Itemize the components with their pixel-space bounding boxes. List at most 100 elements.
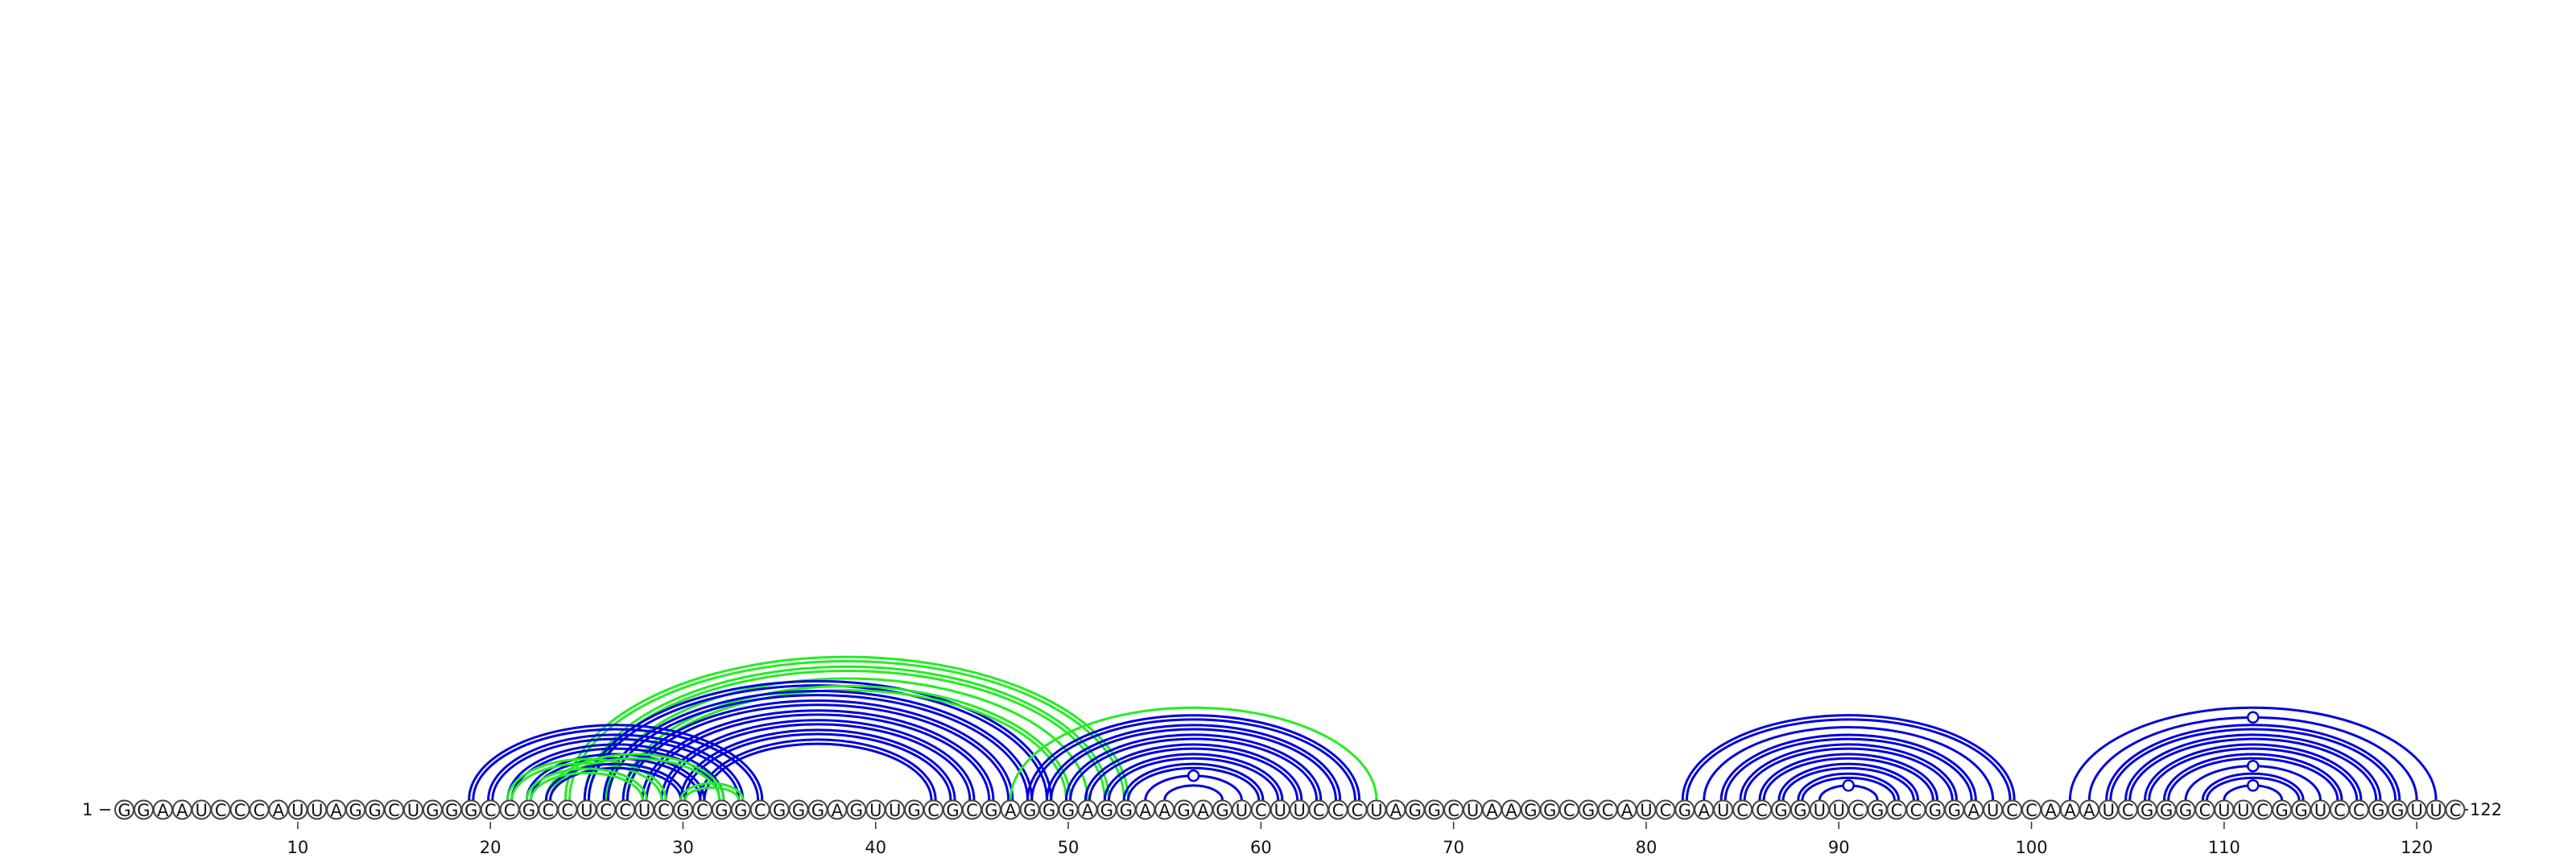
nucleotide-letter: G	[1678, 801, 1691, 820]
arc-blue-49-64-strand-2	[1050, 728, 1337, 801]
axis-ticks: 10 20 30 40 50 60 70 80 90 100 110 120	[287, 822, 2433, 857]
nucleotide-121: U	[2425, 799, 2446, 820]
nucleotide-67: A	[1385, 799, 1406, 820]
nucleotide-32: G	[711, 799, 732, 820]
arc-blue-51-62-strand-1	[1084, 743, 1303, 801]
nucleotide-letter: C	[1313, 801, 1325, 820]
nucleotide-7: C	[229, 799, 250, 820]
nucleotide-letter: U	[869, 801, 881, 820]
nucleotide-letter: G	[1409, 801, 1422, 820]
nucleotide-letter: C	[1852, 801, 1864, 820]
nucleotide-118: G	[2368, 799, 2388, 820]
nucleotide-letter: U	[2314, 801, 2326, 820]
nucleotide-63: C	[1308, 799, 1329, 820]
nucleotide-letter: G	[1042, 801, 1055, 820]
arc-green-25-52-strand-1	[583, 665, 1111, 801]
nucleotide-letter: G	[811, 801, 824, 820]
nucleotide-letter: A	[1005, 801, 1017, 820]
nucleotide-11: U	[307, 799, 328, 820]
nucleotide-105: C	[2117, 799, 2138, 820]
nucleotide-77: G	[1578, 799, 1599, 820]
nucleotide-letter: G	[2179, 801, 2192, 820]
nucleotide-letter: G	[1100, 801, 1113, 820]
nucleotide-letter: C	[2256, 801, 2268, 820]
arc-blue-52-61-strand-2	[1108, 757, 1280, 801]
arcs-layer	[468, 655, 2438, 801]
nucleotide-114: G	[2291, 799, 2312, 820]
nucleotide-88: G	[1790, 799, 1810, 820]
gu-pair-marker-108-115	[2247, 759, 2260, 773]
nucleotide-letter: G	[368, 801, 381, 820]
nucleotide-71: U	[1463, 799, 1484, 820]
nucleotide-letter: U	[1814, 801, 1826, 820]
tick-label-30: 30	[672, 838, 694, 857]
nucleotide-113: G	[2272, 799, 2293, 820]
arc-blue-87-94-strand-2	[1781, 766, 1915, 801]
nucleotide-letter: G	[792, 801, 805, 820]
nucleotide-30: G	[672, 799, 693, 820]
nucleotide-74: G	[1520, 799, 1541, 820]
arc-blue-50-63-strand-2	[1069, 737, 1319, 801]
nucleotide-1: G	[114, 799, 134, 820]
nucleotide-108: G	[2175, 799, 2196, 820]
nucleotide-4: A	[171, 799, 192, 820]
arc-green-21-29-strand-1	[506, 757, 667, 801]
arc-blue-29-45-strand-1	[660, 719, 976, 801]
arc-blue-82-99-strand-1	[1681, 714, 2016, 801]
arc-blue-85-96-strand-1	[1739, 743, 1958, 801]
nucleotide-letter: A	[1505, 801, 1517, 820]
nucleotide-letter: G	[1428, 801, 1441, 820]
nucleotide-61: U	[1269, 799, 1290, 820]
nucleotide-24: C	[557, 799, 578, 820]
nucleotide-86: C	[1752, 799, 1773, 820]
nucleotide-33: G	[730, 799, 751, 820]
arc-blue-84-97-strand-2	[1724, 737, 1973, 801]
nucleotide-letter: A	[2045, 801, 2057, 820]
nucleotide-letter: G	[1948, 801, 1961, 820]
arc-blue-109-114-strand-1	[2201, 772, 2305, 801]
tick-label-100: 100	[2016, 838, 2048, 857]
nucleotide-54: A	[1135, 799, 1156, 820]
nucleotide-6: C	[210, 799, 231, 820]
tick-label-90: 90	[1828, 838, 1850, 857]
arc-blue-86-95-strand-2	[1762, 757, 1934, 801]
nucleotide-2: G	[133, 799, 154, 820]
nucleotide-letter: A	[1197, 801, 1209, 820]
nucleotide-letter: G	[2372, 801, 2384, 820]
arc-blue-20-33-strand-2	[491, 737, 741, 801]
arc-blue-55-58	[1163, 784, 1224, 801]
arc-blue-50-63-strand-1	[1064, 733, 1323, 801]
nucleotide-42: G	[904, 799, 925, 820]
nucleotide-101: A	[2041, 799, 2061, 820]
arc-blue-107-116-strand-2	[2167, 757, 2339, 801]
nucleotide-31: C	[691, 799, 712, 820]
nucleotide-letter: C	[1352, 801, 1364, 820]
nucleotide-115: U	[2310, 799, 2331, 820]
nucleotide-102: A	[2059, 799, 2080, 820]
arc-blue-28-46-strand-1	[641, 709, 995, 801]
nucleotide-letter: C	[562, 801, 574, 820]
nucleotide-100: C	[2021, 799, 2042, 820]
nucleotide-23: C	[538, 799, 559, 820]
nucleotide-letter: A	[1082, 801, 1094, 820]
nucleotide-112: C	[2252, 799, 2273, 820]
arc-blue-82-99-strand-2	[1685, 718, 2012, 801]
arc-blue-48-65-strand-1	[1026, 714, 1361, 801]
nucleotide-59: U	[1231, 799, 1252, 820]
nucleotide-letter: G	[2276, 801, 2289, 820]
nucleotide-letter: C	[1756, 801, 1768, 820]
arc-blue-53-60-strand-1	[1122, 762, 1265, 801]
nucleotide-letter: U	[1833, 801, 1845, 820]
nucleotide-letter: U	[2410, 801, 2422, 820]
nucleotide-letter: U	[291, 801, 303, 820]
nucleotide-16: U	[402, 799, 423, 820]
nucleotide-110: U	[2214, 799, 2235, 820]
nucleotide-letter: C	[485, 801, 497, 820]
nucleotide-62: U	[1289, 799, 1310, 820]
nucleotide-69: G	[1424, 799, 1445, 820]
nucleotide-letter: U	[1274, 801, 1286, 820]
nucleotide-85: C	[1732, 799, 1753, 820]
nucleotide-81: C	[1655, 799, 1676, 820]
arc-blue-31-43-strand-2	[703, 742, 933, 801]
